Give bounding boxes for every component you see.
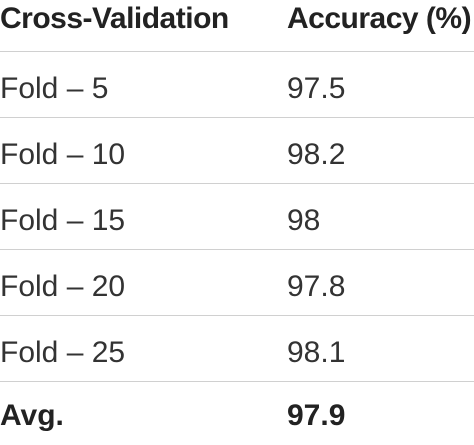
fold-label: Fold – 10 [0,138,126,171]
accuracy-value: 97.8 [287,270,346,303]
header-cross-validation: Cross-Validation [0,2,229,35]
table-row: Fold – 10 98.2 [0,118,474,184]
accuracy-value: 98.1 [287,336,346,369]
average-label: Avg. [0,399,64,432]
table-row: Fold – 5 97.5 [0,52,474,118]
accuracy-value: 98 [287,204,321,237]
table-row: Fold – 15 98 [0,184,474,250]
fold-label: Fold – 20 [0,270,126,303]
header-accuracy: Accuracy (%) [287,2,472,35]
table-row: Fold – 25 98.1 [0,316,474,382]
accuracy-value: 98.2 [287,138,346,171]
table-header-row: Cross-Validation Accuracy (%) [0,0,474,52]
average-value: 97.9 [287,399,346,432]
fold-label: Fold – 15 [0,204,126,237]
table-row: Fold – 20 97.8 [0,250,474,316]
fold-label: Fold – 5 [0,72,109,105]
table-footer-row: Avg. 97.9 [0,382,474,445]
accuracy-value: 97.5 [287,72,346,105]
fold-label: Fold – 25 [0,336,126,369]
